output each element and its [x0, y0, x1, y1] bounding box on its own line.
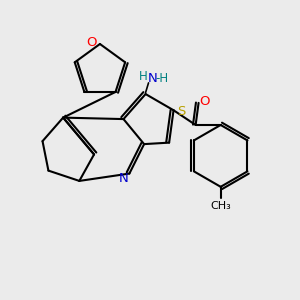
Text: -H: -H: [155, 72, 168, 85]
Text: CH₃: CH₃: [210, 201, 231, 211]
Text: O: O: [86, 36, 96, 49]
Text: S: S: [178, 105, 186, 118]
Text: O: O: [199, 95, 210, 108]
Text: N: N: [118, 172, 128, 185]
Text: H: H: [139, 70, 148, 83]
Text: N: N: [148, 72, 157, 85]
